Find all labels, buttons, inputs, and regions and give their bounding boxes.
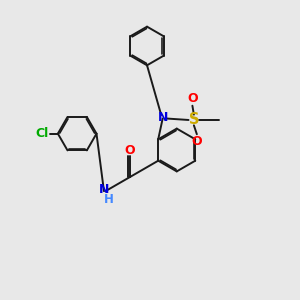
Text: O: O [124,144,135,158]
Text: S: S [189,112,199,128]
Text: O: O [187,92,198,105]
Text: N: N [158,111,168,124]
Text: H: H [104,193,114,206]
Text: Cl: Cl [36,127,49,140]
Text: O: O [191,135,202,148]
Text: N: N [99,183,109,196]
